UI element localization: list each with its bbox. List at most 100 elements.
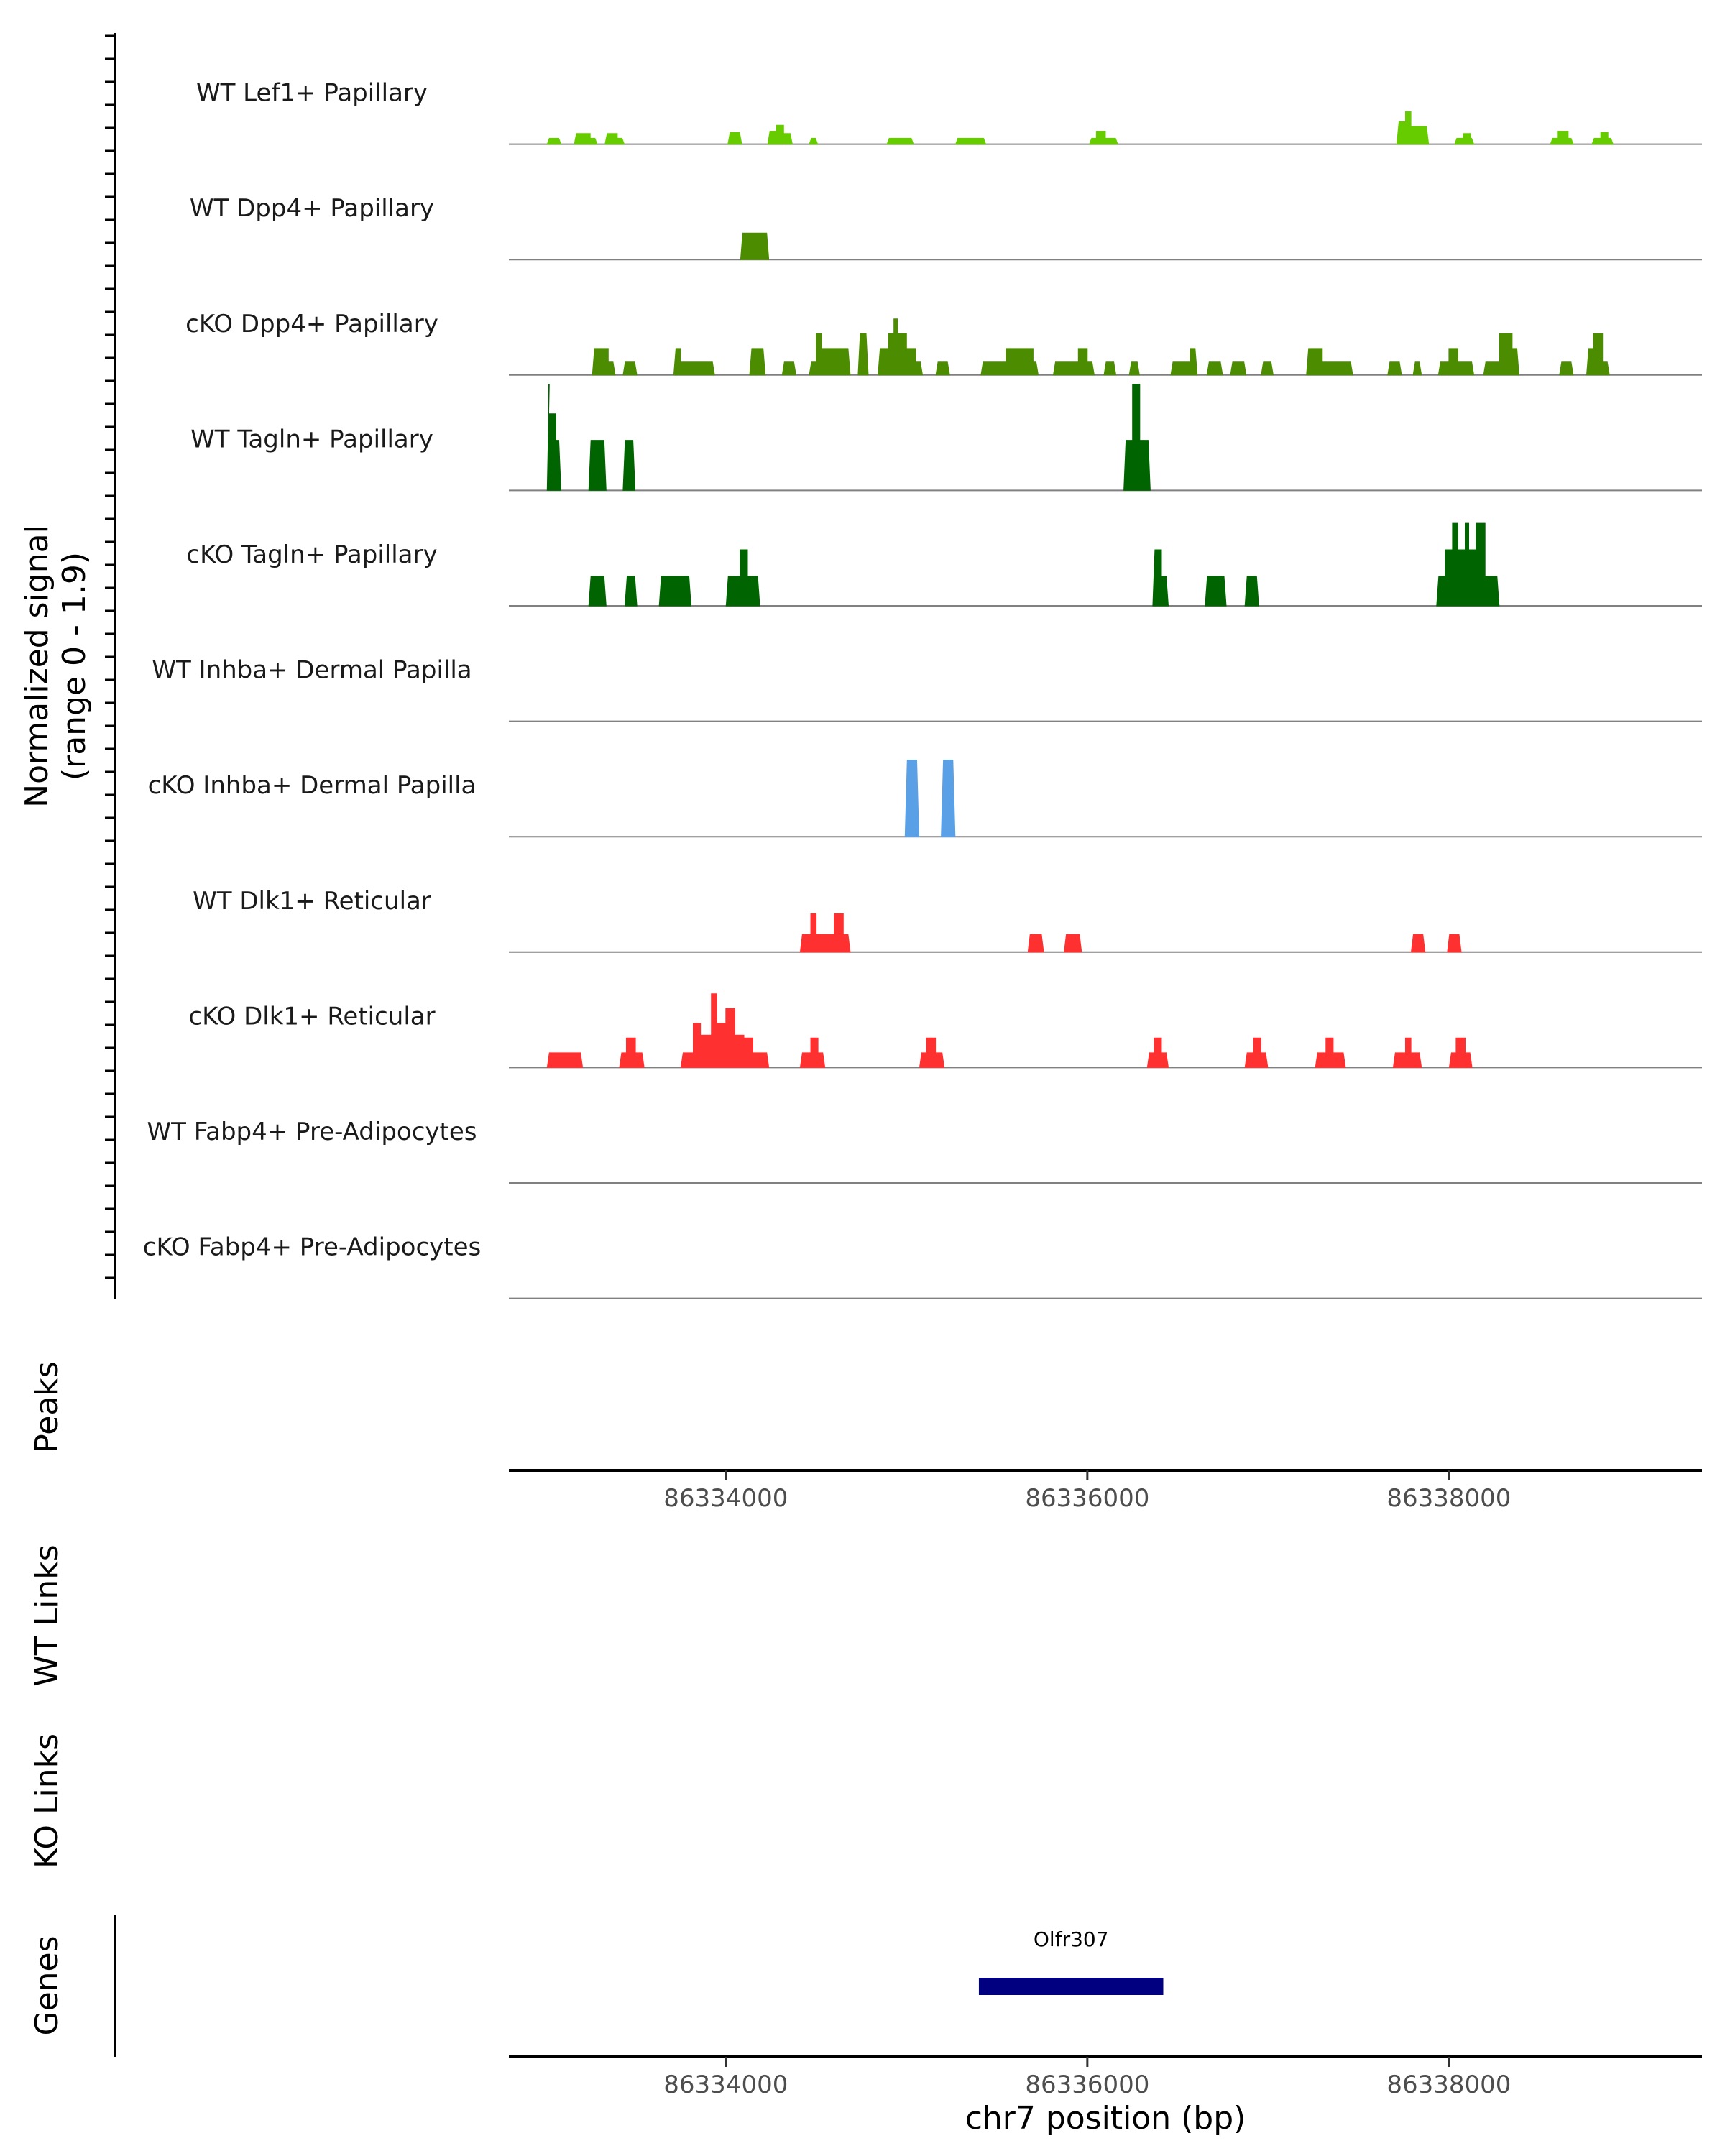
signal-y-axis (105, 33, 116, 1299)
signal-area (1306, 348, 1353, 376)
signal-area (1123, 384, 1151, 491)
signal-area (1064, 934, 1082, 953)
signal-area (1052, 348, 1095, 376)
signal-area (604, 133, 625, 145)
signal-area (941, 760, 956, 837)
signal-area (546, 384, 562, 491)
track-label: cKO Inhba+ Dermal Papilla (148, 771, 477, 800)
signal-area (1146, 1037, 1169, 1068)
signal-area (622, 440, 636, 491)
signal-area (799, 1037, 826, 1068)
x-tick-label: 86338000 (1386, 1484, 1511, 1513)
signal-area (886, 137, 914, 145)
track-6: cKO Inhba+ Dermal Papilla (148, 760, 1702, 838)
signal-area (878, 318, 924, 376)
signal-area (781, 361, 796, 376)
track-4: cKO Tagln+ Papillary (186, 522, 1702, 607)
genes-panel-label: Genes (29, 1935, 65, 2035)
track-9: WT Fabp4+ Pre-Adipocytes (147, 1118, 1702, 1184)
signal-area (1128, 361, 1140, 376)
signal-area (1387, 361, 1402, 376)
track-label: cKO Fabp4+ Pre-Adipocytes (143, 1233, 482, 1262)
track-1: WT Dpp4+ Papillary (190, 194, 1702, 261)
gene-label: Olfr307 (1034, 1927, 1109, 1951)
track-2: cKO Dpp4+ Papillary (185, 310, 1702, 376)
signal-area (809, 333, 851, 376)
signal-area (1559, 361, 1574, 376)
track-label: WT Fabp4+ Pre-Adipocytes (147, 1118, 477, 1146)
track-8: cKO Dlk1+ Reticular (188, 993, 1702, 1069)
signal-area (749, 348, 766, 376)
x-tick-label: 86334000 (663, 1484, 788, 1513)
signal-area (588, 576, 607, 607)
x-tick-label: 86336000 (1025, 1484, 1149, 1513)
signal-area (574, 133, 598, 145)
signal-y-label: Normalized signal (19, 525, 55, 808)
track-label: WT Dlk1+ Reticular (193, 887, 431, 916)
signal-area (1315, 1037, 1346, 1068)
peaks-panel-label: Peaks (29, 1361, 65, 1452)
signal-area (1244, 576, 1259, 607)
track-7: WT Dlk1+ Reticular (193, 887, 1702, 953)
signal-area (1206, 361, 1223, 376)
track-0: WT Lef1+ Papillary (196, 79, 1702, 145)
track-label: WT Tagln+ Papillary (190, 425, 433, 453)
signal-area (980, 348, 1039, 376)
signal-area (1412, 361, 1422, 376)
signal-area (622, 361, 638, 376)
signal-area (1396, 111, 1430, 145)
signal-area (799, 913, 851, 953)
signal-area (904, 760, 920, 837)
genomic-axis-top: 86334000 86336000 86338000 (509, 1469, 1702, 1513)
signal-area (680, 993, 770, 1068)
signal-area (1392, 1037, 1422, 1068)
signal-area (1230, 361, 1247, 376)
signal-area (809, 137, 819, 145)
signal-area (727, 132, 742, 145)
signal-area (1027, 934, 1044, 953)
signal-area (1410, 934, 1426, 953)
signal-area (1447, 934, 1462, 953)
signal-area (954, 137, 987, 145)
wt-links-panel-label: WT Links (29, 1544, 65, 1686)
signal-area (1454, 133, 1475, 145)
track-3: WT Tagln+ Papillary (190, 384, 1702, 492)
signal-area (673, 348, 715, 376)
signal-area (740, 232, 770, 260)
signal-tracks: WT Lef1+ Papillary WT Dpp4+ Papillary cKO … (143, 79, 1702, 1299)
track-10: cKO Fabp4+ Pre-Adipocytes (143, 1233, 1702, 1299)
signal-area (658, 576, 692, 607)
x-axis-label: chr7 position (bp) (965, 2100, 1246, 2137)
track-label: cKO Tagln+ Papillary (186, 540, 437, 569)
signal-area (1591, 132, 1614, 145)
signal-area (1205, 576, 1227, 607)
signal-area (1103, 361, 1117, 376)
track-label: WT Lef1+ Papillary (196, 79, 428, 108)
signal-area (1436, 522, 1500, 607)
signal-area (1448, 1037, 1473, 1068)
signal-area (1152, 549, 1169, 607)
genes-track: Olfr307 (978, 1927, 1164, 1995)
signal-area (725, 549, 760, 607)
track-label: cKO Dlk1+ Reticular (188, 1002, 435, 1031)
signal-area (935, 361, 950, 376)
signal-area (767, 124, 794, 145)
signal-area (1483, 333, 1520, 376)
signal-area (546, 137, 562, 145)
signal-area (1586, 333, 1610, 376)
signal-area (1438, 348, 1475, 376)
signal-area (1244, 1037, 1269, 1068)
signal-area (1261, 361, 1274, 376)
x-tick-label: 86338000 (1386, 2070, 1511, 2099)
track-label: cKO Dpp4+ Papillary (185, 310, 438, 338)
gene-body (978, 1978, 1164, 1995)
signal-area (588, 440, 607, 491)
genomic-axis-bottom: 86334000 86336000 86338000 (509, 2055, 1702, 2099)
x-tick-label: 86336000 (1025, 2070, 1149, 2099)
track-5: WT Inhba+ Dermal Papilla (152, 656, 1702, 722)
signal-area (624, 576, 638, 607)
signal-y-ticks (105, 34, 115, 1279)
signal-area (857, 333, 869, 376)
signal-area (1170, 348, 1198, 376)
